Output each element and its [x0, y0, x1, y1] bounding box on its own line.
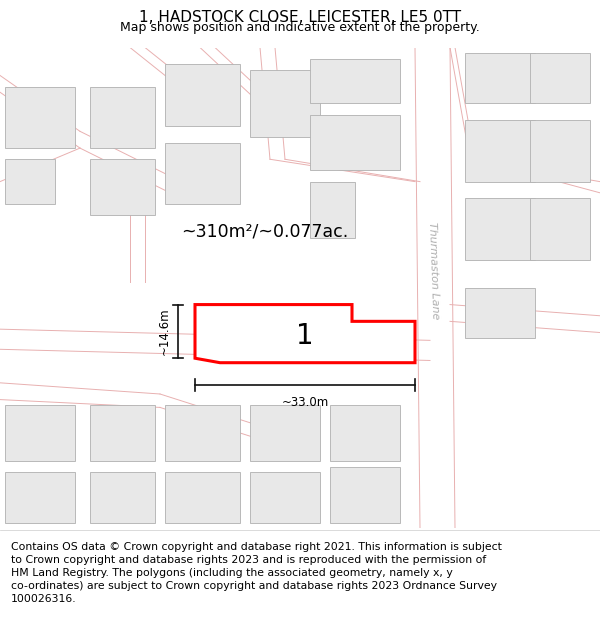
Bar	[5, 159, 55, 204]
Bar	[90, 472, 155, 522]
Bar	[330, 467, 400, 522]
Bar	[465, 288, 535, 338]
Bar	[465, 120, 535, 182]
Bar	[5, 405, 75, 461]
Bar	[165, 142, 240, 204]
Bar	[165, 64, 240, 126]
Bar	[165, 405, 240, 461]
Bar	[310, 59, 400, 103]
Bar	[250, 405, 320, 461]
Bar	[90, 405, 155, 461]
Text: Map shows position and indicative extent of the property.: Map shows position and indicative extent…	[120, 21, 480, 34]
Text: ~310m²/~0.077ac.: ~310m²/~0.077ac.	[181, 223, 349, 241]
Bar	[530, 120, 590, 182]
Bar	[5, 472, 75, 522]
Text: ~14.6m: ~14.6m	[157, 308, 170, 355]
Text: 1: 1	[296, 322, 314, 350]
Bar	[465, 198, 535, 260]
Bar	[250, 70, 320, 137]
Bar	[90, 87, 155, 148]
Bar	[250, 472, 320, 522]
Bar	[530, 53, 590, 103]
Text: ~33.0m: ~33.0m	[281, 396, 329, 409]
Bar	[465, 53, 535, 103]
Polygon shape	[195, 304, 415, 362]
Bar	[310, 182, 355, 238]
Bar	[330, 405, 400, 461]
Text: Contains OS data © Crown copyright and database right 2021. This information is : Contains OS data © Crown copyright and d…	[11, 542, 502, 604]
Bar	[5, 87, 75, 148]
Bar	[165, 472, 240, 522]
Text: Hadstock Close: Hadstock Close	[247, 346, 333, 356]
Bar	[90, 159, 155, 215]
Bar	[310, 114, 400, 171]
Text: Thurmaston Lane: Thurmaston Lane	[427, 222, 440, 320]
Bar	[530, 198, 590, 260]
Text: 1, HADSTOCK CLOSE, LEICESTER, LE5 0TT: 1, HADSTOCK CLOSE, LEICESTER, LE5 0TT	[139, 11, 461, 26]
